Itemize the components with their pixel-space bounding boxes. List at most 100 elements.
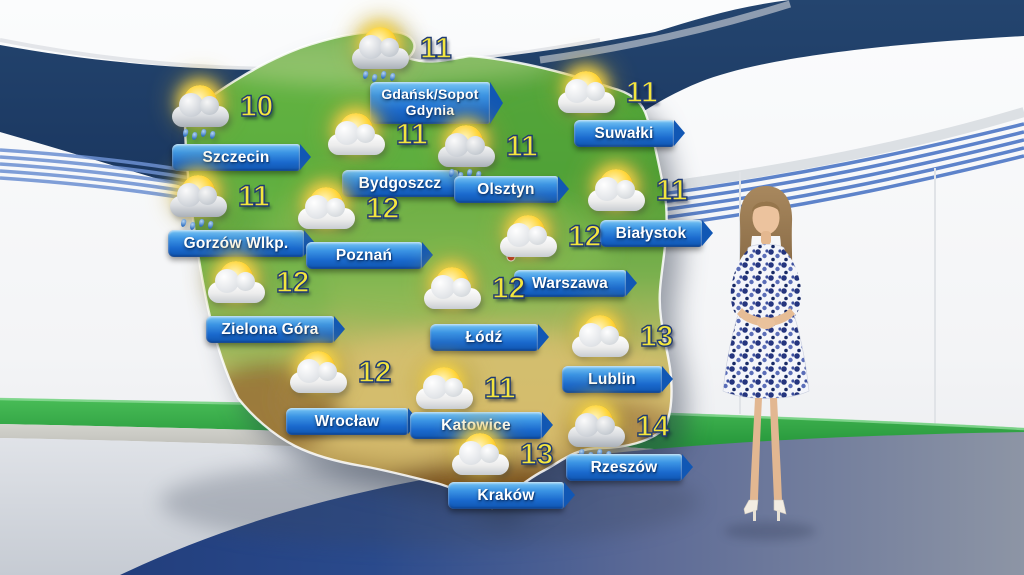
- presenter-neck: [761, 231, 771, 245]
- city-label: Rzeszów: [566, 454, 693, 481]
- city-label: Gorzów Wlkp.: [168, 230, 315, 257]
- sun-rain-cloud-icon: [168, 174, 232, 231]
- presenter-fringe: [752, 201, 780, 212]
- sun-cloud-icon: [498, 214, 562, 268]
- cloud-icon: [352, 35, 409, 69]
- temperature-value: 14: [635, 410, 670, 443]
- cloud-icon: [452, 441, 509, 475]
- temperature-value: 12: [365, 192, 400, 225]
- presenter-sleeve-right: [781, 249, 802, 316]
- sun-rain-cloud-icon: [350, 26, 414, 83]
- presenter-leg-right: [770, 398, 782, 500]
- temperature-value: 11: [419, 32, 452, 65]
- sun-cloud-icon: [326, 112, 390, 166]
- right-band-shadow: [639, 107, 1024, 195]
- cloud-icon: [500, 223, 557, 257]
- city-label: Kraków: [448, 482, 575, 509]
- city-forecast-lodz: 12 Łódź: [422, 266, 549, 351]
- city-label: Suwałki: [574, 120, 685, 147]
- cloud-icon: [290, 359, 347, 393]
- cloud-icon: [588, 177, 645, 211]
- city-forecast-katowice: 11 Katowice: [410, 366, 553, 439]
- city-forecast-szczecin: 10 Szczecin: [170, 84, 311, 171]
- city-label: Białystok: [600, 220, 713, 247]
- temperature-value: 12: [357, 356, 392, 389]
- city-forecast-bialystok: 11 Białystok: [586, 168, 713, 247]
- sun-cloud-icon: [586, 168, 650, 222]
- city-forecast-zielona-gora: 12 Zielona Góra: [206, 260, 345, 343]
- temperature-value: 11: [395, 118, 428, 151]
- map-floor-shadow: [160, 458, 700, 546]
- city-forecast-olsztyn: 11 Olsztyn: [436, 124, 569, 203]
- presenter-shoes: [743, 499, 787, 521]
- city-label: Lublin: [562, 366, 673, 393]
- presenter-floor-shadow: [724, 522, 816, 540]
- city-forecast-wroclaw: 12 Wrocław: [286, 350, 419, 435]
- sun-rain-cloud-icon: [170, 84, 234, 141]
- cloud-icon: [424, 275, 481, 309]
- temperature-value: 10: [239, 90, 274, 123]
- sun-rain-cloud-icon: [566, 404, 630, 461]
- sun-cloud-icon: [296, 186, 360, 240]
- temperature-value: 13: [639, 320, 674, 353]
- cloud-icon: [438, 133, 495, 167]
- sun-cloud-icon: [414, 366, 478, 420]
- temperature-value: 12: [275, 266, 310, 299]
- temperature-value: 11: [237, 180, 270, 213]
- temperature-value: 11: [655, 174, 688, 207]
- city-forecast-poznan: 12 Poznań: [296, 186, 433, 269]
- city-forecast-bydgoszcz: 11 Bydgoszcz: [326, 112, 469, 197]
- city-label: Olsztyn: [454, 176, 569, 203]
- cloud-icon: [298, 195, 355, 229]
- sun-cloud-icon: [570, 314, 634, 368]
- sun-cloud-icon: [422, 266, 486, 320]
- presenter-sleeve-left: [730, 249, 751, 316]
- presenter-leg-left: [750, 398, 762, 500]
- rain-drops-icon: [362, 70, 396, 83]
- temperature-value: 11: [505, 130, 538, 163]
- temperature-value: 12: [491, 272, 526, 305]
- presenter-hands: [757, 317, 775, 329]
- white-band-edge: [539, 0, 792, 64]
- cloud-icon: [170, 183, 227, 217]
- cloud-icon: [328, 121, 385, 155]
- rain-drops-icon: [182, 128, 216, 141]
- temperature-value: 13: [519, 438, 554, 471]
- city-forecast-warszawa: 12 Warszawa: [498, 214, 637, 297]
- city-label: Szczecin: [172, 144, 311, 171]
- presenter: [722, 186, 810, 521]
- sun-cloud-icon: [556, 70, 620, 124]
- city-label: Gdańsk/Sopot Gdynia: [370, 82, 503, 124]
- city-label: Warszawa: [514, 270, 637, 297]
- sun-cloud-icon: [450, 432, 514, 486]
- rain-drops-icon: [180, 218, 214, 231]
- cloud-icon: [416, 375, 473, 409]
- cloud-icon: [558, 79, 615, 113]
- city-forecast-rzeszow: 14 Rzeszów: [566, 404, 693, 481]
- city-label: Łódź: [430, 324, 549, 351]
- city-label: Zielona Góra: [206, 316, 345, 343]
- temperature-value: 12: [567, 220, 602, 253]
- city-forecast-gorzow: 11 Gorzów Wlkp.: [168, 174, 315, 257]
- cloud-icon: [172, 93, 229, 127]
- sun-cloud-icon: [206, 260, 270, 314]
- presenter-forearm-left: [737, 308, 762, 326]
- city-label: Poznań: [306, 242, 433, 269]
- sun-rain-cloud-icon: [436, 124, 500, 181]
- city-forecast-suwalki: 11 Suwałki: [556, 70, 685, 147]
- city-forecast-gdansk: 11 Gdańsk/Sopot Gdynia: [350, 26, 503, 124]
- city-forecast-krakow: 13 Kraków: [448, 432, 575, 509]
- temperature-value: 11: [483, 372, 516, 405]
- right-stripe-band: [644, 122, 1024, 230]
- wall-rail: [0, 424, 1024, 502]
- presenter-forearm-right: [770, 308, 795, 326]
- sun-cloud-icon: [288, 350, 352, 404]
- city-label: Wrocław: [286, 408, 419, 435]
- presenter-face: [752, 201, 780, 235]
- temperature-value: 11: [625, 76, 658, 109]
- city-forecast-lublin: 13 Lublin: [562, 314, 674, 393]
- cloud-icon: [568, 413, 625, 447]
- cloud-icon: [208, 269, 265, 303]
- cloud-icon: [572, 323, 629, 357]
